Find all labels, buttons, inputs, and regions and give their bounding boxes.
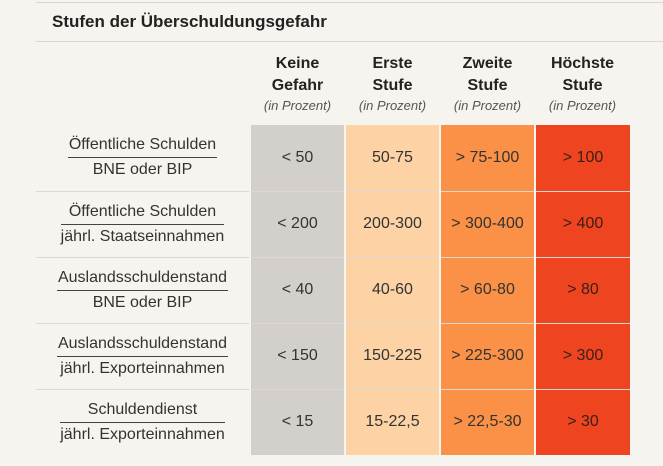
ratio-numerator: Öffentliche Schulden [60,202,225,225]
ratio-numerator: Auslandsschuldenstand [56,268,228,291]
header-unit: (in Prozent) [453,97,522,113]
header-unit: (in Prozent) [263,97,332,113]
header-unit: (in Prozent) [358,97,427,113]
ratio-denominator: BNE oder BIP [92,161,193,179]
value-cell-highest: > 30 [534,388,630,455]
table-title: Stufen der Überschuldungsgefahr [52,12,327,31]
value-cell-none: < 50 [249,125,345,191]
header-level-first: Erste Stufe (in Prozent) [345,42,440,125]
ratio-denominator: jährl. Staatseinnahmen [60,227,225,245]
ratio-fraction: Auslandsschuldenstand BNE oder BIP [56,268,228,313]
header-line1: Höchste [550,54,615,72]
row-label: Schuldendienst jährl. Exporteinnahmen [36,388,250,455]
header-empty-cell [36,42,250,125]
ratio-fraction: Öffentliche Schulden BNE oder BIP [67,135,218,180]
ratio-denominator: jährl. Exporteinnahmen [60,425,225,443]
value-cell-none: < 150 [249,322,345,389]
value-cell-second: > 60-80 [439,256,535,323]
table-row: Auslandsschuldenstand jährl. Exporteinna… [36,322,630,389]
value-cell-highest: > 80 [534,256,630,323]
value-cell-first: 15-22,5 [344,388,440,455]
value-cell-second: > 300-400 [439,190,535,257]
value-cell-first: 40-60 [344,256,440,323]
value-cell-second: > 22,5-30 [439,388,535,455]
header-row: Keine Gefahr (in Prozent) Erste Stufe (i… [36,42,630,125]
ratio-fraction: Schuldendienst jährl. Exporteinnahmen [60,400,225,445]
header-unit: (in Prozent) [548,97,617,113]
value-cell-first: 200-300 [344,190,440,257]
header-line2: Stufe [562,76,603,94]
row-label: Öffentliche Schulden jährl. Staatseinnah… [36,190,250,257]
row-label: Öffentliche Schulden BNE oder BIP [36,125,250,191]
risk-levels-table: Keine Gefahr (in Prozent) Erste Stufe (i… [36,42,630,455]
table-row: Schuldendienst jährl. Exporteinnahmen < … [36,388,630,455]
header-level-none: Keine Gefahr (in Prozent) [250,42,345,125]
ratio-numerator: Auslandsschuldenstand [56,334,228,357]
value-cell-second: > 225-300 [439,322,535,389]
ratio-numerator: Öffentliche Schulden [67,135,218,159]
header-line1: Zweite [462,54,513,72]
header-level-second: Zweite Stufe (in Prozent) [440,42,535,125]
row-label: Auslandsschuldenstand BNE oder BIP [36,256,250,323]
row-label: Auslandsschuldenstand jährl. Exporteinna… [36,322,250,389]
table-row: Öffentliche Schulden jährl. Staatseinnah… [36,190,630,257]
value-cell-highest: > 300 [534,322,630,389]
header-level-highest: Höchste Stufe (in Prozent) [535,42,630,125]
value-cell-highest: > 400 [534,190,630,257]
value-cell-none: < 40 [249,256,345,323]
header-line1: Keine [275,54,320,72]
value-cell-first: 150-225 [344,322,440,389]
title-bar: Stufen der Überschuldungsgefahr [36,2,663,42]
header-line1: Erste [372,54,413,72]
ratio-denominator: jährl. Exporteinnahmen [60,359,225,377]
header-line2: Stufe [467,76,508,94]
ratio-fraction: Auslandsschuldenstand jährl. Exporteinna… [56,334,228,379]
ratio-denominator: BNE oder BIP [92,293,193,311]
ratio-fraction: Öffentliche Schulden jährl. Staatseinnah… [60,202,225,247]
value-cell-highest: > 100 [534,125,630,191]
header-line2: Gefahr [271,76,324,94]
header-line2: Stufe [372,76,413,94]
value-cell-second: > 75-100 [439,125,535,191]
value-cell-first: 50-75 [344,125,440,191]
ratio-numerator: Schuldendienst [60,400,225,423]
table-row: Öffentliche Schulden BNE oder BIP < 50 5… [36,125,630,191]
value-cell-none: < 15 [249,388,345,455]
value-cell-none: < 200 [249,190,345,257]
table-row: Auslandsschuldenstand BNE oder BIP < 40 … [36,256,630,323]
